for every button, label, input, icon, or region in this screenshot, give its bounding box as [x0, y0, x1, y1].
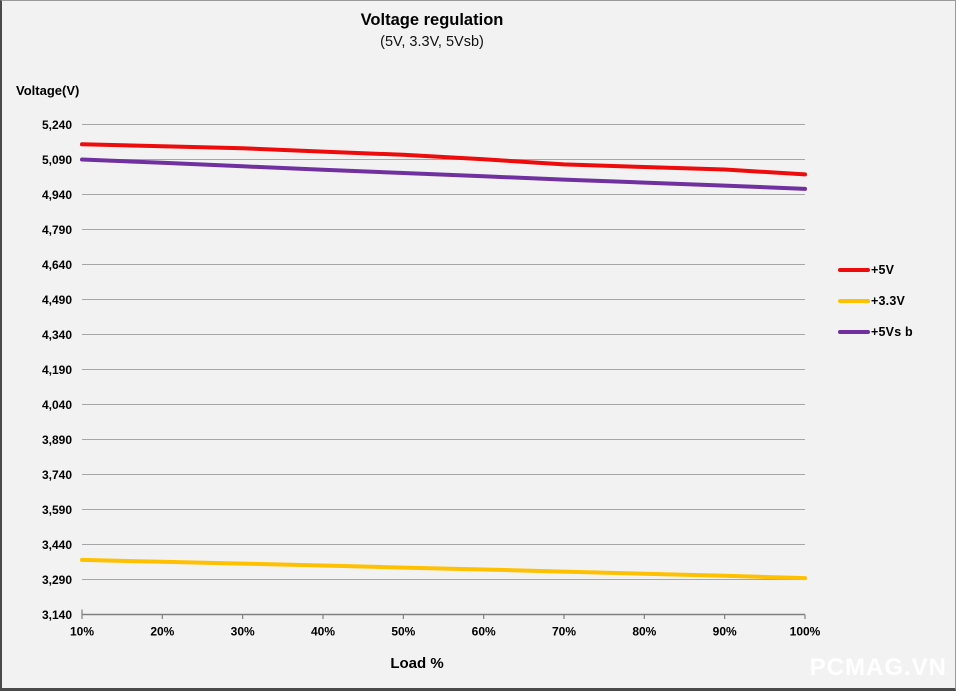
y-tick-label: 5,240: [42, 118, 72, 132]
y-tick-label: 3,590: [42, 503, 72, 517]
x-tick-label: 70%: [552, 625, 576, 639]
x-tick-label: 50%: [391, 625, 415, 639]
y-tick-label: 3,290: [42, 573, 72, 587]
y-tick-label: 4,340: [42, 328, 72, 342]
legend-entry-5vsb: +5Vs b: [838, 316, 955, 347]
watermark-pcmag: PCMAG.VN: [809, 654, 947, 681]
y-tick-label: 4,790: [42, 223, 72, 237]
legend: +5V +3.3V +5Vs b: [838, 254, 955, 347]
x-tick-label: 40%: [311, 625, 335, 639]
y-tick-label: 4,190: [42, 363, 72, 377]
chart-subtitle: (5V, 3.3V, 5Vsb): [380, 34, 484, 50]
y-tick-label: 4,490: [42, 293, 72, 307]
x-tick-label: 80%: [632, 625, 656, 639]
y-tick-label: 3,890: [42, 433, 72, 447]
x-tick-label: 20%: [150, 625, 174, 639]
series-line-5v: [80, 142, 807, 177]
y-tick-label: 4,940: [42, 188, 72, 202]
legend-entry-5v: +5V: [838, 254, 955, 285]
legend-line-swatch-5v: [838, 267, 870, 272]
y-tick-label: 3,740: [42, 468, 72, 482]
x-tick-label: 90%: [713, 625, 737, 639]
y-tick-label: 3,440: [42, 538, 72, 552]
series-line-5vsb: [80, 157, 807, 191]
legend-line-swatch-5vsb: [838, 329, 870, 334]
legend-label-5v: +5V: [871, 262, 895, 277]
y-tick-label: 3,140: [42, 608, 72, 622]
chart-title: Voltage regulation: [360, 11, 504, 29]
series-line-33v: [80, 557, 807, 581]
x-tick-label: 60%: [472, 625, 496, 639]
x-tick-label: 10%: [70, 625, 94, 639]
y-tick-label: 4,640: [42, 258, 72, 272]
x-axis-title: Load %: [390, 655, 444, 672]
legend-entry-3-3v: +3.3V: [838, 285, 955, 316]
legend-label-5vsb: +5Vs b: [871, 324, 913, 339]
x-tick-label: 30%: [231, 625, 255, 639]
legend-label-3-3v: +3.3V: [871, 293, 906, 308]
y-axis-title: Voltage(V): [16, 83, 80, 98]
y-tick-label: 5,090: [42, 153, 72, 167]
x-tick-label: 100%: [790, 625, 821, 639]
y-tick-label: 4,040: [42, 398, 72, 412]
legend-line-swatch-3-3v: [838, 298, 870, 303]
